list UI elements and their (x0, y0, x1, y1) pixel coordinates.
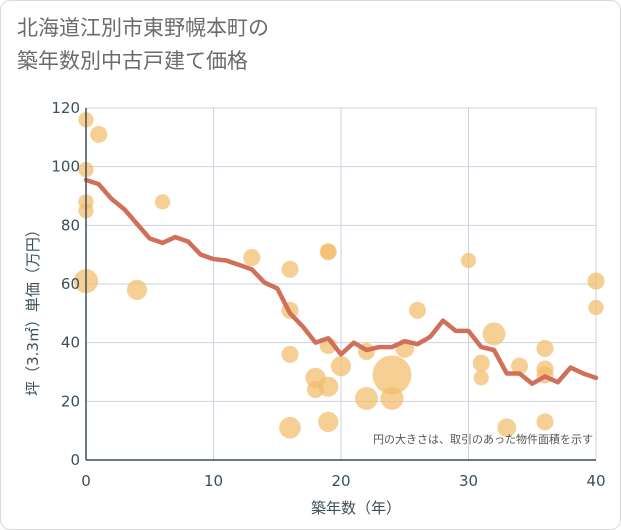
bubble-point (320, 244, 336, 260)
bubble-point (460, 252, 477, 269)
bubble-point (318, 376, 339, 397)
y-tick-label: 80 (61, 216, 80, 234)
x-tick-label: 0 (81, 472, 91, 490)
x-axis-label: 築年数（年） (311, 499, 401, 517)
x-tick-label: 10 (204, 472, 223, 490)
bubble-point (281, 260, 299, 278)
bubble-point (243, 249, 261, 267)
x-tick-label: 40 (586, 472, 605, 490)
bubble-point (536, 413, 554, 431)
bubble-point (279, 416, 301, 439)
x-tick-label: 20 (331, 472, 350, 490)
chart-title-line1: 北海道江別市東野幌本町の (17, 16, 269, 40)
bubble-point (126, 279, 148, 300)
bubble-point (318, 411, 339, 432)
y-tick-label: 60 (61, 275, 80, 293)
bubble-point (587, 272, 605, 290)
bubble-point (472, 354, 490, 372)
bubble-point (330, 356, 352, 377)
bubble-point (588, 299, 604, 316)
bubble-point (154, 194, 171, 210)
bubble-point (497, 418, 517, 438)
y-tick-label: 20 (61, 392, 80, 410)
bubble-point (372, 355, 412, 395)
bubble-point (281, 345, 299, 363)
y-tick-label: 0 (70, 451, 80, 469)
price-trend-line (83, 177, 599, 386)
y-tick-label: 40 (61, 334, 80, 352)
price-line-series (83, 177, 599, 386)
chart-title: 北海道江別市東野幌本町の 築年数別中古戸建て価格 (17, 12, 269, 78)
bubble-size-note: 円の大きさは、取引のあった物件面積を示す (373, 432, 593, 446)
y-axis-label: 坪（3.3㎡）単価（万円） (24, 222, 42, 396)
bubble-point (536, 339, 554, 358)
bubble-point (380, 386, 404, 410)
axes: 0 10 20 30 40 0 20 40 60 80 100 120 (51, 99, 605, 490)
bubble-point (90, 125, 108, 143)
bubble-point (510, 357, 529, 375)
bubble-point (482, 322, 506, 346)
y-tick-label: 120 (51, 99, 80, 117)
bubble-point (355, 386, 378, 410)
x-tick-label: 30 (459, 472, 478, 490)
y-tick-label: 100 (51, 158, 80, 176)
bubble-point (408, 301, 427, 319)
bubble-point (473, 370, 489, 386)
chart-title-line2: 築年数別中古戸建て価格 (17, 49, 248, 73)
grid-lines (86, 107, 597, 460)
